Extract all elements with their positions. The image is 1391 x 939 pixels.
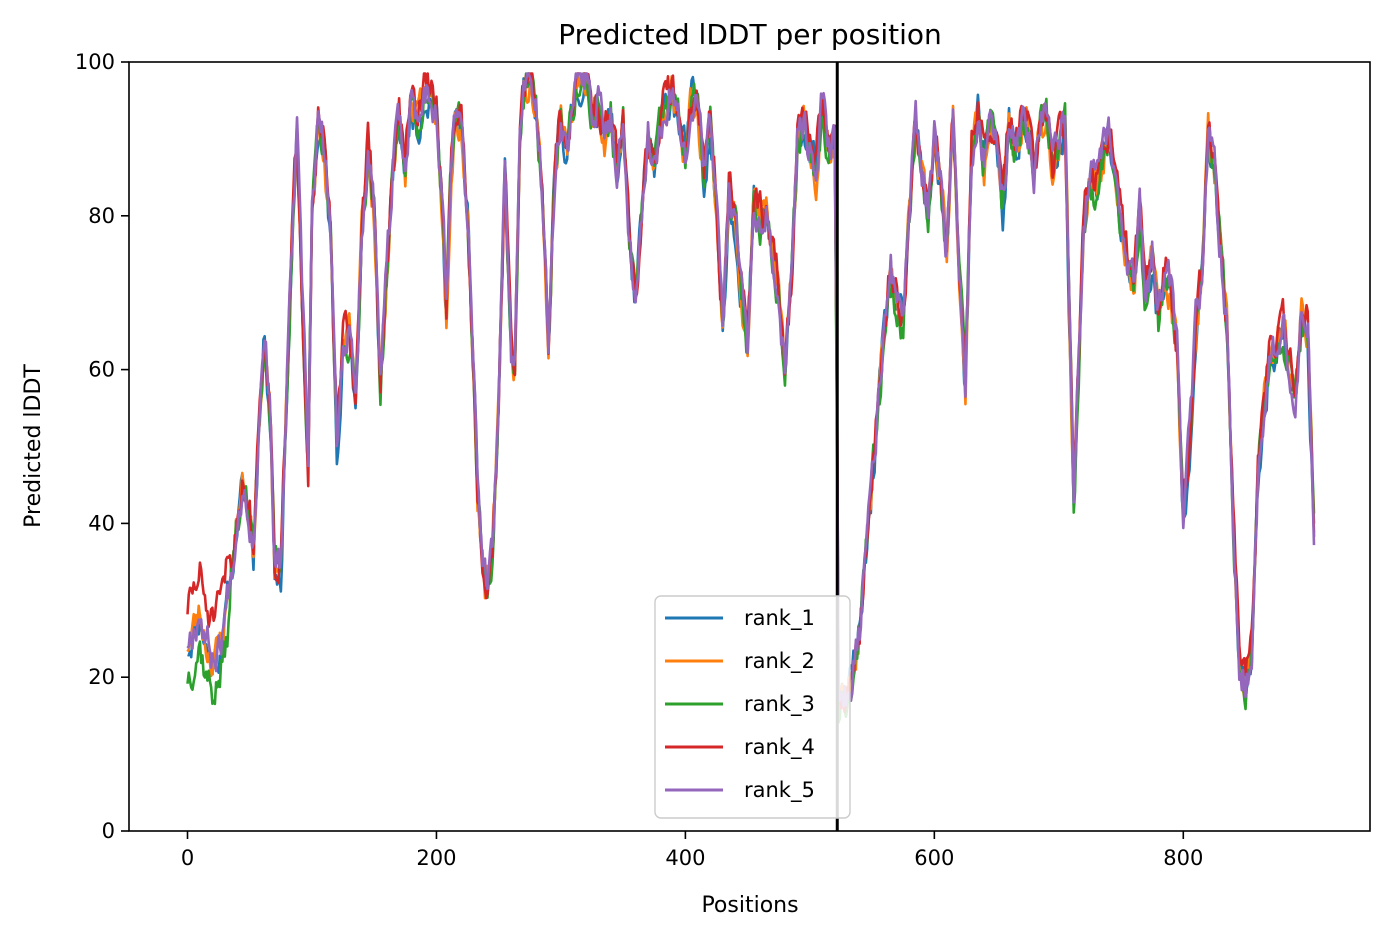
legend-box: [654, 595, 851, 819]
legend-label-rank_4: rank_4: [744, 735, 815, 760]
legend-label-rank_5: rank_5: [744, 778, 815, 803]
x-axis-label: Positions: [701, 893, 798, 918]
x-tick-label: 200: [416, 846, 456, 870]
y-tick-label: 100: [75, 50, 115, 74]
y-tick-label: 40: [88, 511, 115, 535]
series-line-rank_5: [186, 72, 1316, 708]
legend-label-rank_1: rank_1: [744, 606, 815, 631]
x-tick-label: 400: [665, 846, 705, 870]
x-axis-ticks: 0 200 400 600 800: [181, 831, 1203, 870]
y-axis-label: Predicted lDDT: [21, 364, 46, 528]
x-tick-label: 800: [1163, 846, 1203, 870]
plot-frame: [128, 61, 1371, 832]
y-tick-label: 60: [88, 358, 115, 382]
chart-title: Predicted lDDT per position: [558, 18, 942, 51]
y-tick-label: 0: [102, 819, 115, 843]
x-tick-label: 600: [914, 846, 954, 870]
y-axis-ticks: 0 20 40 60 80 100: [75, 50, 129, 843]
legend-label-rank_2: rank_2: [744, 649, 815, 674]
legend-label-rank_3: rank_3: [744, 692, 815, 717]
series-lines: [186, 72, 1316, 724]
legend: rank_1 rank_2 rank_3 rank_4 rank_5: [654, 595, 851, 819]
y-tick-label: 20: [88, 665, 115, 689]
y-tick-label: 80: [88, 204, 115, 228]
x-tick-label: 0: [181, 846, 194, 870]
